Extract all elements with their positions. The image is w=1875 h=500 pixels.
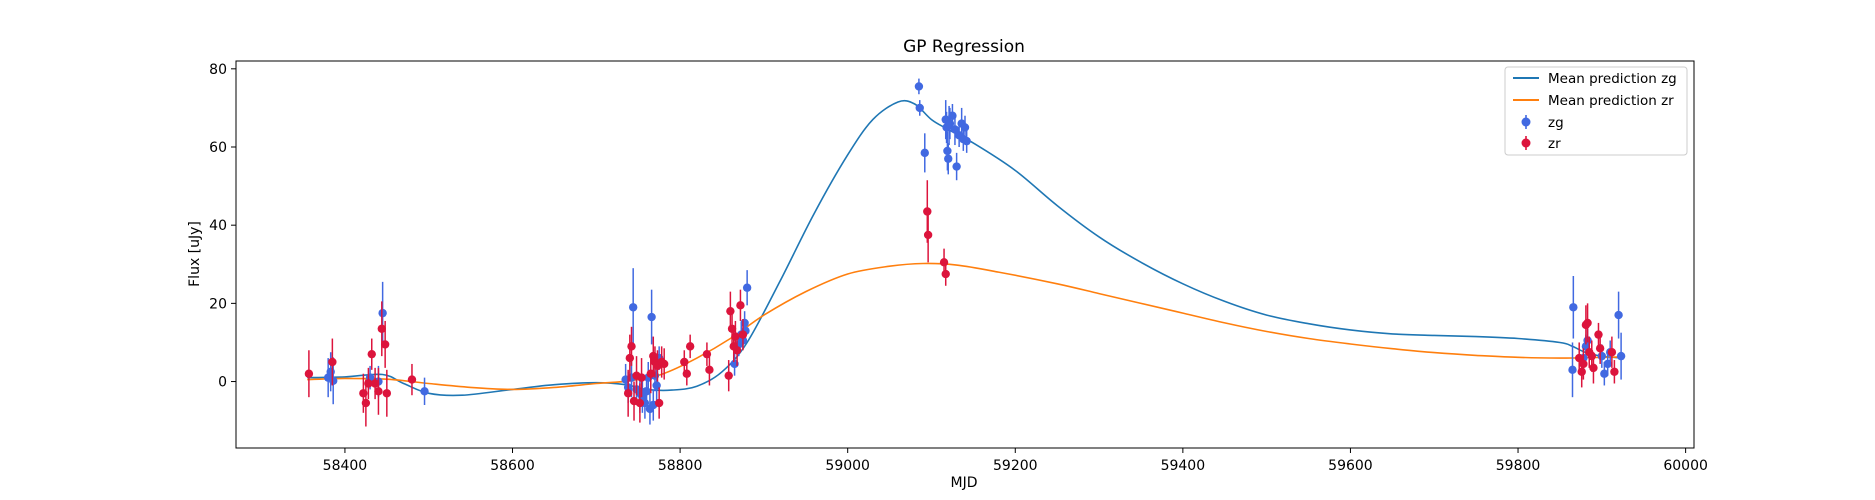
data-point-zr [1577, 367, 1586, 376]
data-point-zr [732, 346, 742, 355]
y-tick-label: 40 [209, 218, 227, 234]
data-point-zr [659, 359, 669, 369]
data-point-zg [1568, 365, 1577, 375]
x-axis-label: MJD [951, 475, 978, 491]
data-point-zr [736, 301, 745, 310]
x-tick-label: 59800 [1496, 458, 1541, 474]
legend-label-zr: zr [1548, 136, 1561, 152]
data-point-zg [914, 82, 924, 91]
x-tick-label: 59400 [1161, 458, 1206, 474]
data-point-zr [637, 373, 646, 382]
y-tick-label: 20 [209, 296, 227, 312]
data-point-zg [378, 308, 387, 318]
data-point-zg [647, 312, 656, 322]
x-tick-label: 59200 [993, 458, 1038, 474]
data-point-zg [742, 283, 752, 292]
x-tick-label: 59000 [825, 458, 870, 474]
data-point-zr [682, 369, 692, 378]
data-point-zg [420, 387, 429, 396]
data-point-zr [1607, 348, 1617, 357]
y-axis-label: Flux [uJy] [187, 221, 203, 287]
data-point-zg [628, 303, 638, 312]
data-point-zr [367, 349, 376, 359]
legend-label-zg: zg [1548, 115, 1564, 131]
data-point-zr [1589, 363, 1598, 373]
series-points-zr [304, 180, 1619, 427]
data-point-zr [685, 342, 695, 351]
series-layer [304, 78, 1626, 427]
data-point-zr [738, 330, 748, 339]
data-point-zr [923, 207, 932, 216]
data-point-zg [950, 125, 960, 134]
x-tick-label: 58600 [490, 458, 535, 474]
legend-label-zg-line: Mean prediction zg [1548, 71, 1677, 87]
data-point-zg [952, 162, 961, 171]
data-point-zr [382, 389, 392, 398]
data-point-zr [380, 340, 390, 349]
data-point-zr [625, 353, 635, 363]
series-line-mean-prediction-zr [307, 262, 1623, 391]
legend-swatch-zr-marker [1521, 138, 1531, 148]
data-point-zr [1610, 367, 1619, 376]
y-axis: 0 20 40 60 80 [209, 62, 236, 391]
data-point-zr [724, 371, 733, 380]
y-tick-label: 80 [209, 62, 227, 78]
data-point-zr [370, 379, 380, 388]
series-points-zg [323, 78, 1626, 425]
data-point-zr [941, 269, 950, 279]
data-point-zr [361, 398, 371, 408]
data-point-zg [962, 136, 971, 146]
data-point-zg [915, 103, 924, 113]
legend: Mean prediction zg Mean prediction zr zg… [1504, 66, 1688, 156]
data-point-zr [635, 398, 645, 408]
data-point-zr [1587, 351, 1596, 361]
data-point-zr [377, 324, 386, 333]
data-point-zg [1569, 303, 1578, 312]
data-point-zr [627, 342, 636, 351]
data-point-zr [407, 375, 417, 384]
data-point-zg [1616, 351, 1626, 361]
data-point-zr [364, 379, 373, 388]
data-point-zg [1614, 310, 1623, 320]
data-point-zr [304, 369, 314, 378]
x-tick-label: 60000 [1663, 458, 1708, 474]
x-tick-label: 58800 [658, 458, 703, 474]
data-point-zg [944, 154, 953, 163]
y-tick-label: 0 [218, 375, 227, 391]
data-point-zr [923, 230, 933, 240]
data-point-zg [943, 146, 952, 156]
x-axis: 58400 58600 58800 59000 59200 59400 59600 59800… [323, 448, 1708, 474]
plot-area-frame [235, 60, 1695, 449]
data-point-zr [939, 258, 949, 267]
chart-title: GP Regression [903, 37, 1025, 57]
x-tick-label: 59600 [1328, 458, 1373, 474]
y-tick-label: 60 [209, 140, 227, 156]
data-point-zr [374, 387, 383, 396]
legend-swatch-zg-marker [1521, 117, 1531, 127]
data-point-zr [731, 332, 740, 341]
data-point-zr [705, 365, 714, 375]
data-point-zr [328, 357, 337, 367]
legend-label-zr-line: Mean prediction zr [1548, 93, 1674, 109]
data-point-zg [920, 148, 929, 158]
x-tick-label: 58400 [323, 458, 368, 474]
data-point-zr [1594, 330, 1603, 339]
data-point-zr [623, 389, 633, 398]
data-point-zr [726, 306, 735, 316]
data-point-zg [960, 123, 970, 132]
data-point-zr [1583, 318, 1592, 328]
data-point-zg [329, 376, 338, 385]
data-point-zr [1595, 344, 1605, 353]
data-point-zr [654, 398, 664, 408]
data-point-zg [1597, 351, 1607, 361]
data-point-zg [740, 318, 749, 328]
data-point-zg [1600, 369, 1609, 378]
data-point-zr [1579, 359, 1588, 369]
legend-box [1504, 66, 1688, 156]
